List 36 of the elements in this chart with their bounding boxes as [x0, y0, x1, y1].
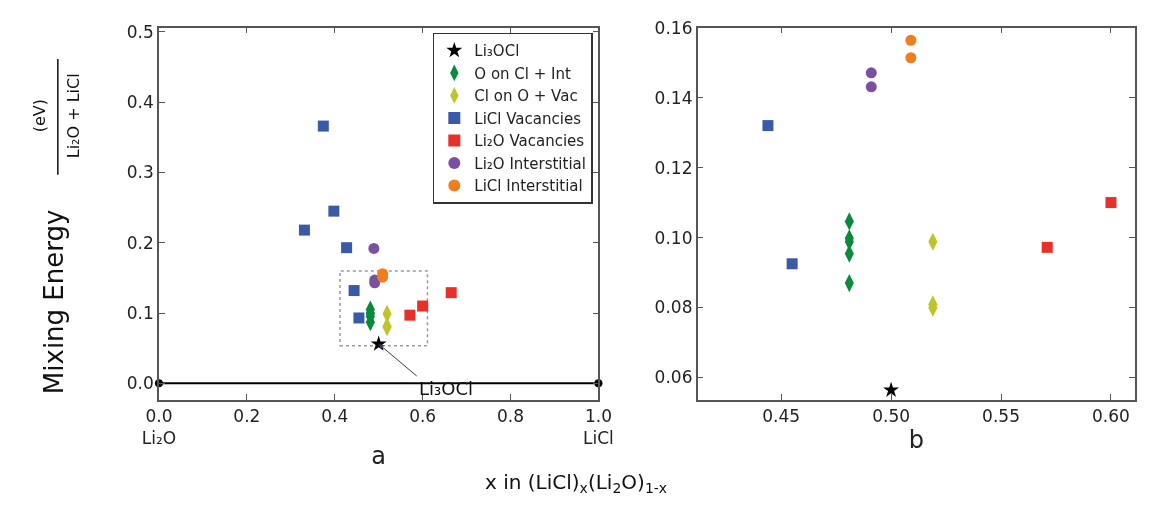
annotation: Li₃OCl: [419, 378, 473, 399]
x-axis-title: a: [371, 442, 387, 471]
y-tick-label: 0.0: [126, 373, 154, 394]
legend-label: Li₃OCl: [474, 42, 520, 61]
legend-label: LiCl Interstitial: [474, 177, 583, 196]
legend-label: Li₂O Interstitial: [474, 154, 586, 173]
text: Mixing Energy: [38, 209, 69, 395]
x-tick-label: 0.2: [233, 406, 261, 427]
x-axis-title: b: [908, 426, 924, 455]
x-tick-label: 0.4: [321, 406, 349, 427]
x-tick-label: 0.60: [1092, 406, 1130, 427]
y-tick-label: 0.3: [126, 162, 154, 183]
x-tick-label: 0.55: [982, 406, 1020, 427]
text: Li₂O + LiCl: [63, 73, 83, 159]
legend-label: Cl on O + Vac: [474, 87, 578, 106]
x-tick-label: 0.45: [762, 406, 801, 427]
y-tick-label: 0.12: [654, 157, 693, 178]
y-tick-label: 0.16: [654, 17, 693, 38]
y-tick-label: 0.10: [654, 227, 693, 248]
y-tick-label: 0.2: [126, 232, 154, 253]
x-tick-label: 0.8: [497, 406, 525, 427]
legend-label: LiCl Vacancies: [474, 109, 582, 128]
legend-label: Li₂O Vacancies: [474, 132, 585, 151]
y-tick-label: 0.4: [126, 92, 154, 113]
legend-label: O on Cl + Int: [474, 64, 572, 83]
x-tick-label: 0.6: [409, 406, 437, 427]
y-tick-label: 0.08: [654, 297, 693, 318]
y-tick-label: 0.5: [126, 21, 154, 42]
x-tick-label: 0.0 Li₂O: [141, 406, 177, 449]
y-tick-label: 0.14: [654, 87, 693, 108]
x-tick-label: 1.0 LiCl: [583, 406, 614, 449]
text: x in (LiCl)$_{x}$(Li$_{2}$O)$_{1-x}$: [485, 470, 668, 497]
text: (eV): [30, 98, 50, 133]
y-tick-label: 0.1: [126, 303, 154, 324]
x-tick-label: 0.50: [872, 406, 911, 427]
y-tick-label: 0.06: [654, 367, 693, 388]
